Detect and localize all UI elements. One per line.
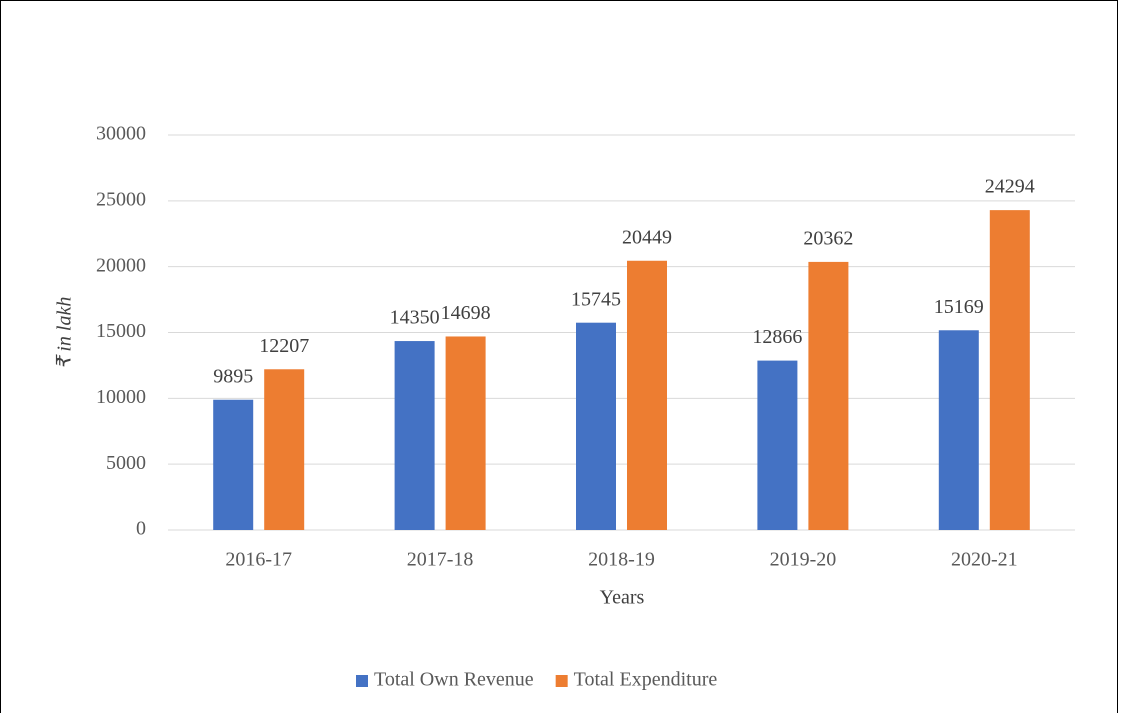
data-label: 12866 — [752, 326, 802, 348]
y-tick-label: 15000 — [96, 320, 146, 342]
bar — [576, 322, 616, 530]
y-tick-label: 0 — [136, 518, 146, 540]
bar — [938, 330, 979, 530]
bar — [989, 210, 1030, 530]
data-label: 15169 — [934, 296, 984, 318]
y-tick-label: 30000 — [96, 123, 146, 145]
legend-swatch — [356, 675, 368, 687]
data-label: 20449 — [622, 226, 672, 248]
y-tick-label: 25000 — [96, 188, 146, 210]
data-label: 20362 — [803, 227, 853, 249]
data-label: 15745 — [571, 288, 621, 310]
x-axis-title: Years — [600, 587, 645, 609]
y-tick-label: 20000 — [96, 254, 146, 276]
data-label: 9895 — [213, 365, 253, 387]
x-tick-label: 2019-20 — [770, 549, 837, 571]
y-axis-title: ₹ in lakh — [54, 297, 76, 370]
data-label: 12207 — [259, 335, 309, 357]
bar — [445, 336, 486, 530]
data-label: 14350 — [390, 307, 440, 329]
data-label: 14698 — [441, 302, 491, 324]
bar — [213, 399, 254, 530]
x-tick-label: 2018-19 — [588, 549, 655, 571]
legend-label: Total Expenditure — [574, 669, 718, 691]
y-tick-label: 10000 — [96, 386, 146, 408]
x-tick-label: 2016-17 — [225, 549, 292, 571]
bar — [808, 261, 849, 530]
bar — [627, 260, 667, 530]
bar — [757, 360, 798, 530]
legend-swatch — [555, 675, 568, 687]
x-tick-label: 2017-18 — [407, 549, 474, 571]
legend-label: Total Own Revenue — [374, 669, 534, 691]
bar — [264, 369, 305, 530]
x-tick-label: 2020-21 — [951, 549, 1018, 571]
y-tick-label: 5000 — [106, 452, 146, 474]
data-label: 24294 — [985, 176, 1035, 198]
bar — [394, 341, 435, 530]
